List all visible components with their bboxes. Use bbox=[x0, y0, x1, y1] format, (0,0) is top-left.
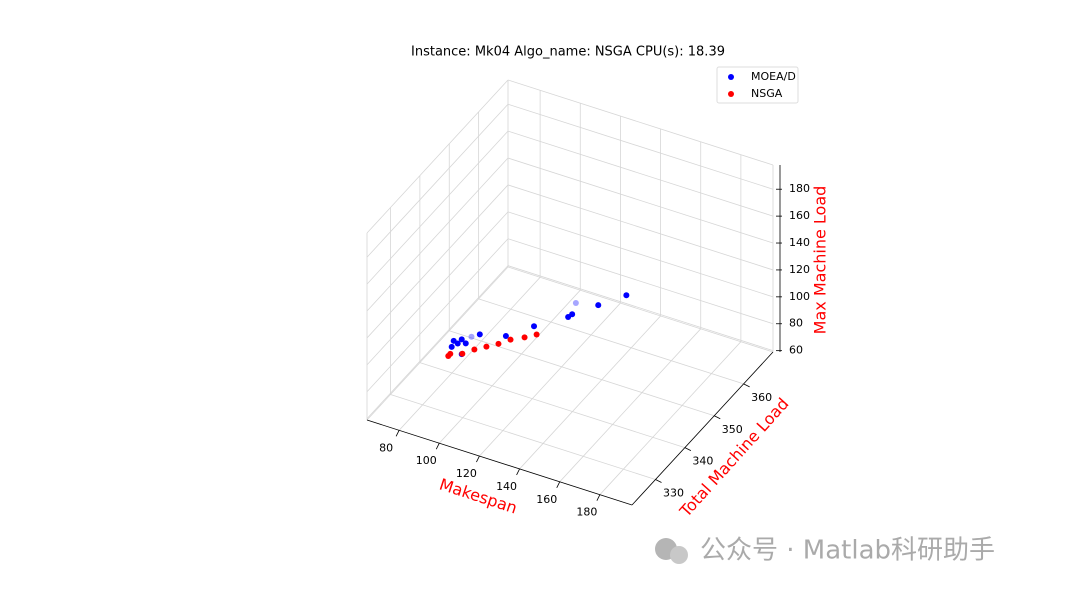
data-point bbox=[448, 343, 455, 350]
grid-line bbox=[507, 265, 774, 352]
data-point bbox=[447, 350, 454, 357]
x-tick bbox=[435, 443, 440, 450]
z-tick-label: 140 bbox=[789, 236, 810, 249]
x-tick bbox=[395, 430, 400, 437]
data-point bbox=[531, 323, 538, 330]
data-point bbox=[471, 346, 478, 353]
grid-line bbox=[366, 157, 509, 312]
data-point bbox=[595, 302, 602, 309]
y-tick bbox=[684, 447, 692, 451]
grid-line bbox=[507, 103, 774, 190]
data-point bbox=[572, 299, 579, 306]
legend-box bbox=[716, 66, 799, 104]
y-tick bbox=[714, 415, 721, 420]
z-tick-label: 180 bbox=[789, 182, 810, 195]
legend-label: MOEA/D bbox=[751, 70, 796, 83]
grid-line bbox=[366, 130, 509, 285]
x-tick bbox=[516, 468, 520, 476]
x-tick-label: 180 bbox=[576, 506, 597, 519]
grid-line bbox=[366, 184, 509, 339]
grid-line bbox=[507, 211, 774, 298]
watermark-text: 公众号 · Matlab科研助手 bbox=[700, 536, 995, 566]
grid-line bbox=[366, 265, 509, 419]
x-axis bbox=[366, 419, 633, 506]
grid-line bbox=[507, 157, 774, 244]
data-point bbox=[468, 333, 475, 340]
x-tick bbox=[476, 455, 480, 463]
chart-title: Instance: Mk04 Algo_name: NSGA CPU(s): 1… bbox=[411, 45, 725, 60]
data-point bbox=[521, 334, 528, 341]
legend-marker bbox=[728, 91, 734, 97]
grid-line bbox=[366, 103, 509, 258]
z-tick-label: 100 bbox=[789, 290, 810, 303]
grid-line bbox=[507, 184, 774, 271]
watermark-icon bbox=[670, 546, 688, 564]
data-point bbox=[462, 340, 469, 347]
data-point bbox=[623, 292, 630, 299]
y-tick-label: 330 bbox=[663, 487, 684, 500]
grid-line bbox=[479, 302, 621, 457]
data-point bbox=[458, 336, 465, 343]
grid-line bbox=[366, 211, 509, 366]
z-tick-label: 60 bbox=[789, 344, 803, 357]
grid-line bbox=[519, 315, 661, 470]
grid-line bbox=[449, 330, 715, 417]
x-tick bbox=[556, 481, 561, 488]
y-tick bbox=[655, 479, 662, 483]
watermark: 公众号 · Matlab科研助手 bbox=[655, 536, 995, 566]
y-tick-label: 360 bbox=[751, 391, 772, 404]
data-point bbox=[476, 331, 483, 338]
pane-edge bbox=[507, 79, 774, 166]
pane-edge bbox=[366, 266, 509, 421]
grid-line bbox=[438, 289, 581, 444]
data-point bbox=[507, 336, 514, 343]
grid-line bbox=[507, 130, 774, 217]
data-point bbox=[454, 340, 461, 347]
pane-edge bbox=[507, 266, 774, 353]
z-tick-label: 80 bbox=[789, 317, 803, 330]
z-tick-label: 160 bbox=[789, 209, 810, 222]
pane-edge bbox=[366, 79, 509, 234]
data-point bbox=[483, 343, 490, 350]
y-tick-label: 340 bbox=[692, 455, 713, 468]
data-point bbox=[533, 331, 540, 338]
legend-label: NSGA bbox=[751, 87, 783, 100]
x-tick-label: 140 bbox=[496, 480, 517, 493]
data-point bbox=[459, 350, 466, 357]
grid-line bbox=[419, 362, 685, 449]
data-point bbox=[569, 311, 576, 318]
grid-line bbox=[366, 238, 509, 393]
grid-line bbox=[507, 238, 774, 325]
x-tick-label: 100 bbox=[416, 454, 437, 467]
y-tick-label: 350 bbox=[722, 423, 743, 436]
legend-marker bbox=[728, 74, 734, 80]
data-point bbox=[495, 340, 502, 347]
data-point bbox=[502, 333, 509, 340]
x-tick-label: 80 bbox=[379, 441, 393, 454]
grid-line bbox=[478, 298, 744, 385]
z-axis-label: Max Machine Load bbox=[811, 186, 830, 335]
y-tick bbox=[743, 383, 750, 388]
x-tick-label: 120 bbox=[456, 467, 477, 480]
z-tick-label: 120 bbox=[789, 263, 810, 276]
grid-line bbox=[559, 328, 702, 483]
grid-line bbox=[390, 394, 656, 480]
x-tick bbox=[596, 494, 601, 501]
x-tick-label: 160 bbox=[536, 493, 557, 506]
